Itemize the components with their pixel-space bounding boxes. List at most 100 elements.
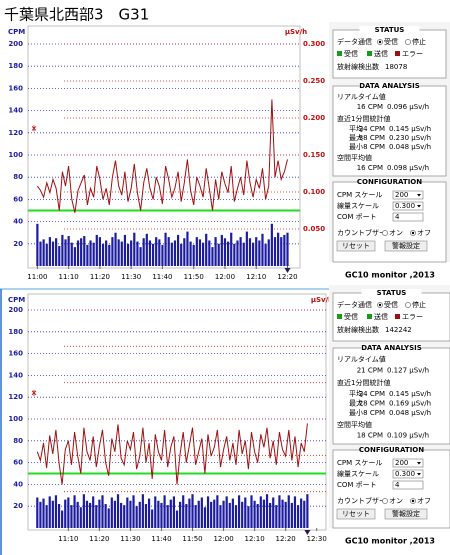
select-arrow[interactable] xyxy=(417,194,421,197)
select-value[interactable]: 4 xyxy=(395,481,400,489)
count-bar xyxy=(85,500,89,528)
count-bar xyxy=(98,499,101,528)
panel-text: リアルタイム値 xyxy=(337,355,386,364)
count-bar xyxy=(281,499,284,528)
radio-button[interactable] xyxy=(382,498,388,504)
select-box[interactable] xyxy=(392,480,424,490)
select-value[interactable]: 0.300 xyxy=(395,202,415,210)
y2-tick-label: 0.300 xyxy=(303,40,325,48)
count-bar xyxy=(264,243,267,266)
box-title-bg xyxy=(359,82,420,90)
panel-text: 放射線検出数 xyxy=(337,62,379,71)
count-bar xyxy=(265,494,269,528)
count-bar xyxy=(176,234,180,266)
box-title: STATUS xyxy=(377,289,407,297)
status-indicator xyxy=(337,51,342,56)
radio-label[interactable]: 停止 xyxy=(412,300,426,309)
select-box[interactable] xyxy=(392,458,424,468)
select-value[interactable]: 0.300 xyxy=(395,470,415,478)
count-bar xyxy=(144,504,148,528)
radio-label[interactable]: オン xyxy=(389,497,403,505)
select-box[interactable] xyxy=(392,212,424,222)
select-value[interactable]: 200 xyxy=(395,459,408,467)
value-text: 16 CPM xyxy=(357,164,383,172)
plot-area xyxy=(27,293,327,531)
y-axis-label: CPM xyxy=(8,296,25,304)
radio-label[interactable]: 受信 xyxy=(384,300,398,309)
select-value[interactable]: 4 xyxy=(395,213,400,221)
button[interactable] xyxy=(336,508,376,520)
radio-label[interactable]: 受信 xyxy=(384,37,398,46)
count-bar xyxy=(225,496,228,528)
radio-label[interactable]: オフ xyxy=(417,497,431,505)
cpm-line xyxy=(36,423,308,485)
value-text: 0.048 µSv/h xyxy=(389,409,431,417)
count-bar xyxy=(108,244,111,266)
row-label: 最大 xyxy=(349,133,363,142)
x-tick-label: 11:00 xyxy=(27,273,47,281)
button[interactable] xyxy=(384,508,428,520)
count-bar xyxy=(231,498,234,528)
radio-dot[interactable] xyxy=(378,303,382,307)
status-indicator xyxy=(367,51,372,56)
count-bar xyxy=(130,240,133,266)
count-bar xyxy=(194,505,197,528)
count-bar xyxy=(105,240,108,266)
count-bar xyxy=(92,496,95,528)
button-label[interactable]: 警報設定 xyxy=(392,509,420,518)
count-bar xyxy=(79,507,82,528)
count-bar xyxy=(296,505,300,528)
radio-label[interactable]: オン xyxy=(389,229,403,237)
count-bar xyxy=(269,502,272,528)
count-bar xyxy=(216,495,219,528)
radio-button[interactable] xyxy=(405,39,411,45)
count-bar xyxy=(82,494,85,528)
select-arrow[interactable] xyxy=(417,462,421,465)
radio-button[interactable] xyxy=(382,230,388,236)
value-text: 8 CPM xyxy=(363,143,385,151)
count-bar xyxy=(210,501,213,528)
panel-text: カウントブザー xyxy=(337,228,386,237)
count-bar xyxy=(157,500,160,528)
button[interactable] xyxy=(384,240,428,252)
count-bar xyxy=(185,504,188,528)
radio-label[interactable]: オフ xyxy=(417,229,431,237)
count-bar xyxy=(169,499,172,528)
button-label[interactable]: リセット xyxy=(342,510,370,518)
x-tick-label: 11:10 xyxy=(59,273,79,281)
select-box[interactable] xyxy=(392,469,424,479)
radio-label[interactable]: 停止 xyxy=(412,37,426,46)
radio-dot[interactable] xyxy=(411,231,415,235)
count-bar xyxy=(172,496,175,528)
count-bar xyxy=(164,232,167,266)
value-text: 0.169 µSv/h xyxy=(389,399,431,407)
radio-dot[interactable] xyxy=(378,40,382,44)
count-bar xyxy=(120,241,123,266)
count-bar xyxy=(233,243,236,266)
radio-button[interactable] xyxy=(405,302,411,308)
count-bar xyxy=(154,496,157,528)
count-bar xyxy=(61,510,64,528)
button-label[interactable]: リセット xyxy=(342,242,370,250)
y2-axis-label: µSv/h xyxy=(285,28,307,36)
count-bar xyxy=(300,498,303,528)
count-value: 18078 xyxy=(385,63,407,71)
setting-label: CPM スケール xyxy=(337,459,382,467)
select-value[interactable]: 200 xyxy=(395,191,408,199)
value-text: 0.145 µSv/h xyxy=(389,125,431,133)
select-box[interactable] xyxy=(392,190,424,200)
count-bar xyxy=(101,243,105,266)
button[interactable] xyxy=(336,240,376,252)
count-bar xyxy=(182,495,185,528)
analysis-box xyxy=(332,85,447,177)
select-arrow[interactable] xyxy=(417,473,421,476)
setting-label: COM ポート xyxy=(337,481,377,489)
button-label[interactable]: 警報設定 xyxy=(392,241,420,250)
count-bar xyxy=(236,240,239,266)
plot-area xyxy=(27,25,301,269)
select-arrow[interactable] xyxy=(417,205,421,208)
y-tick-label: 20 xyxy=(13,502,23,510)
box-title: DATA ANALYSIS xyxy=(359,82,420,90)
select-box[interactable] xyxy=(392,201,424,211)
radio-dot[interactable] xyxy=(411,499,415,503)
